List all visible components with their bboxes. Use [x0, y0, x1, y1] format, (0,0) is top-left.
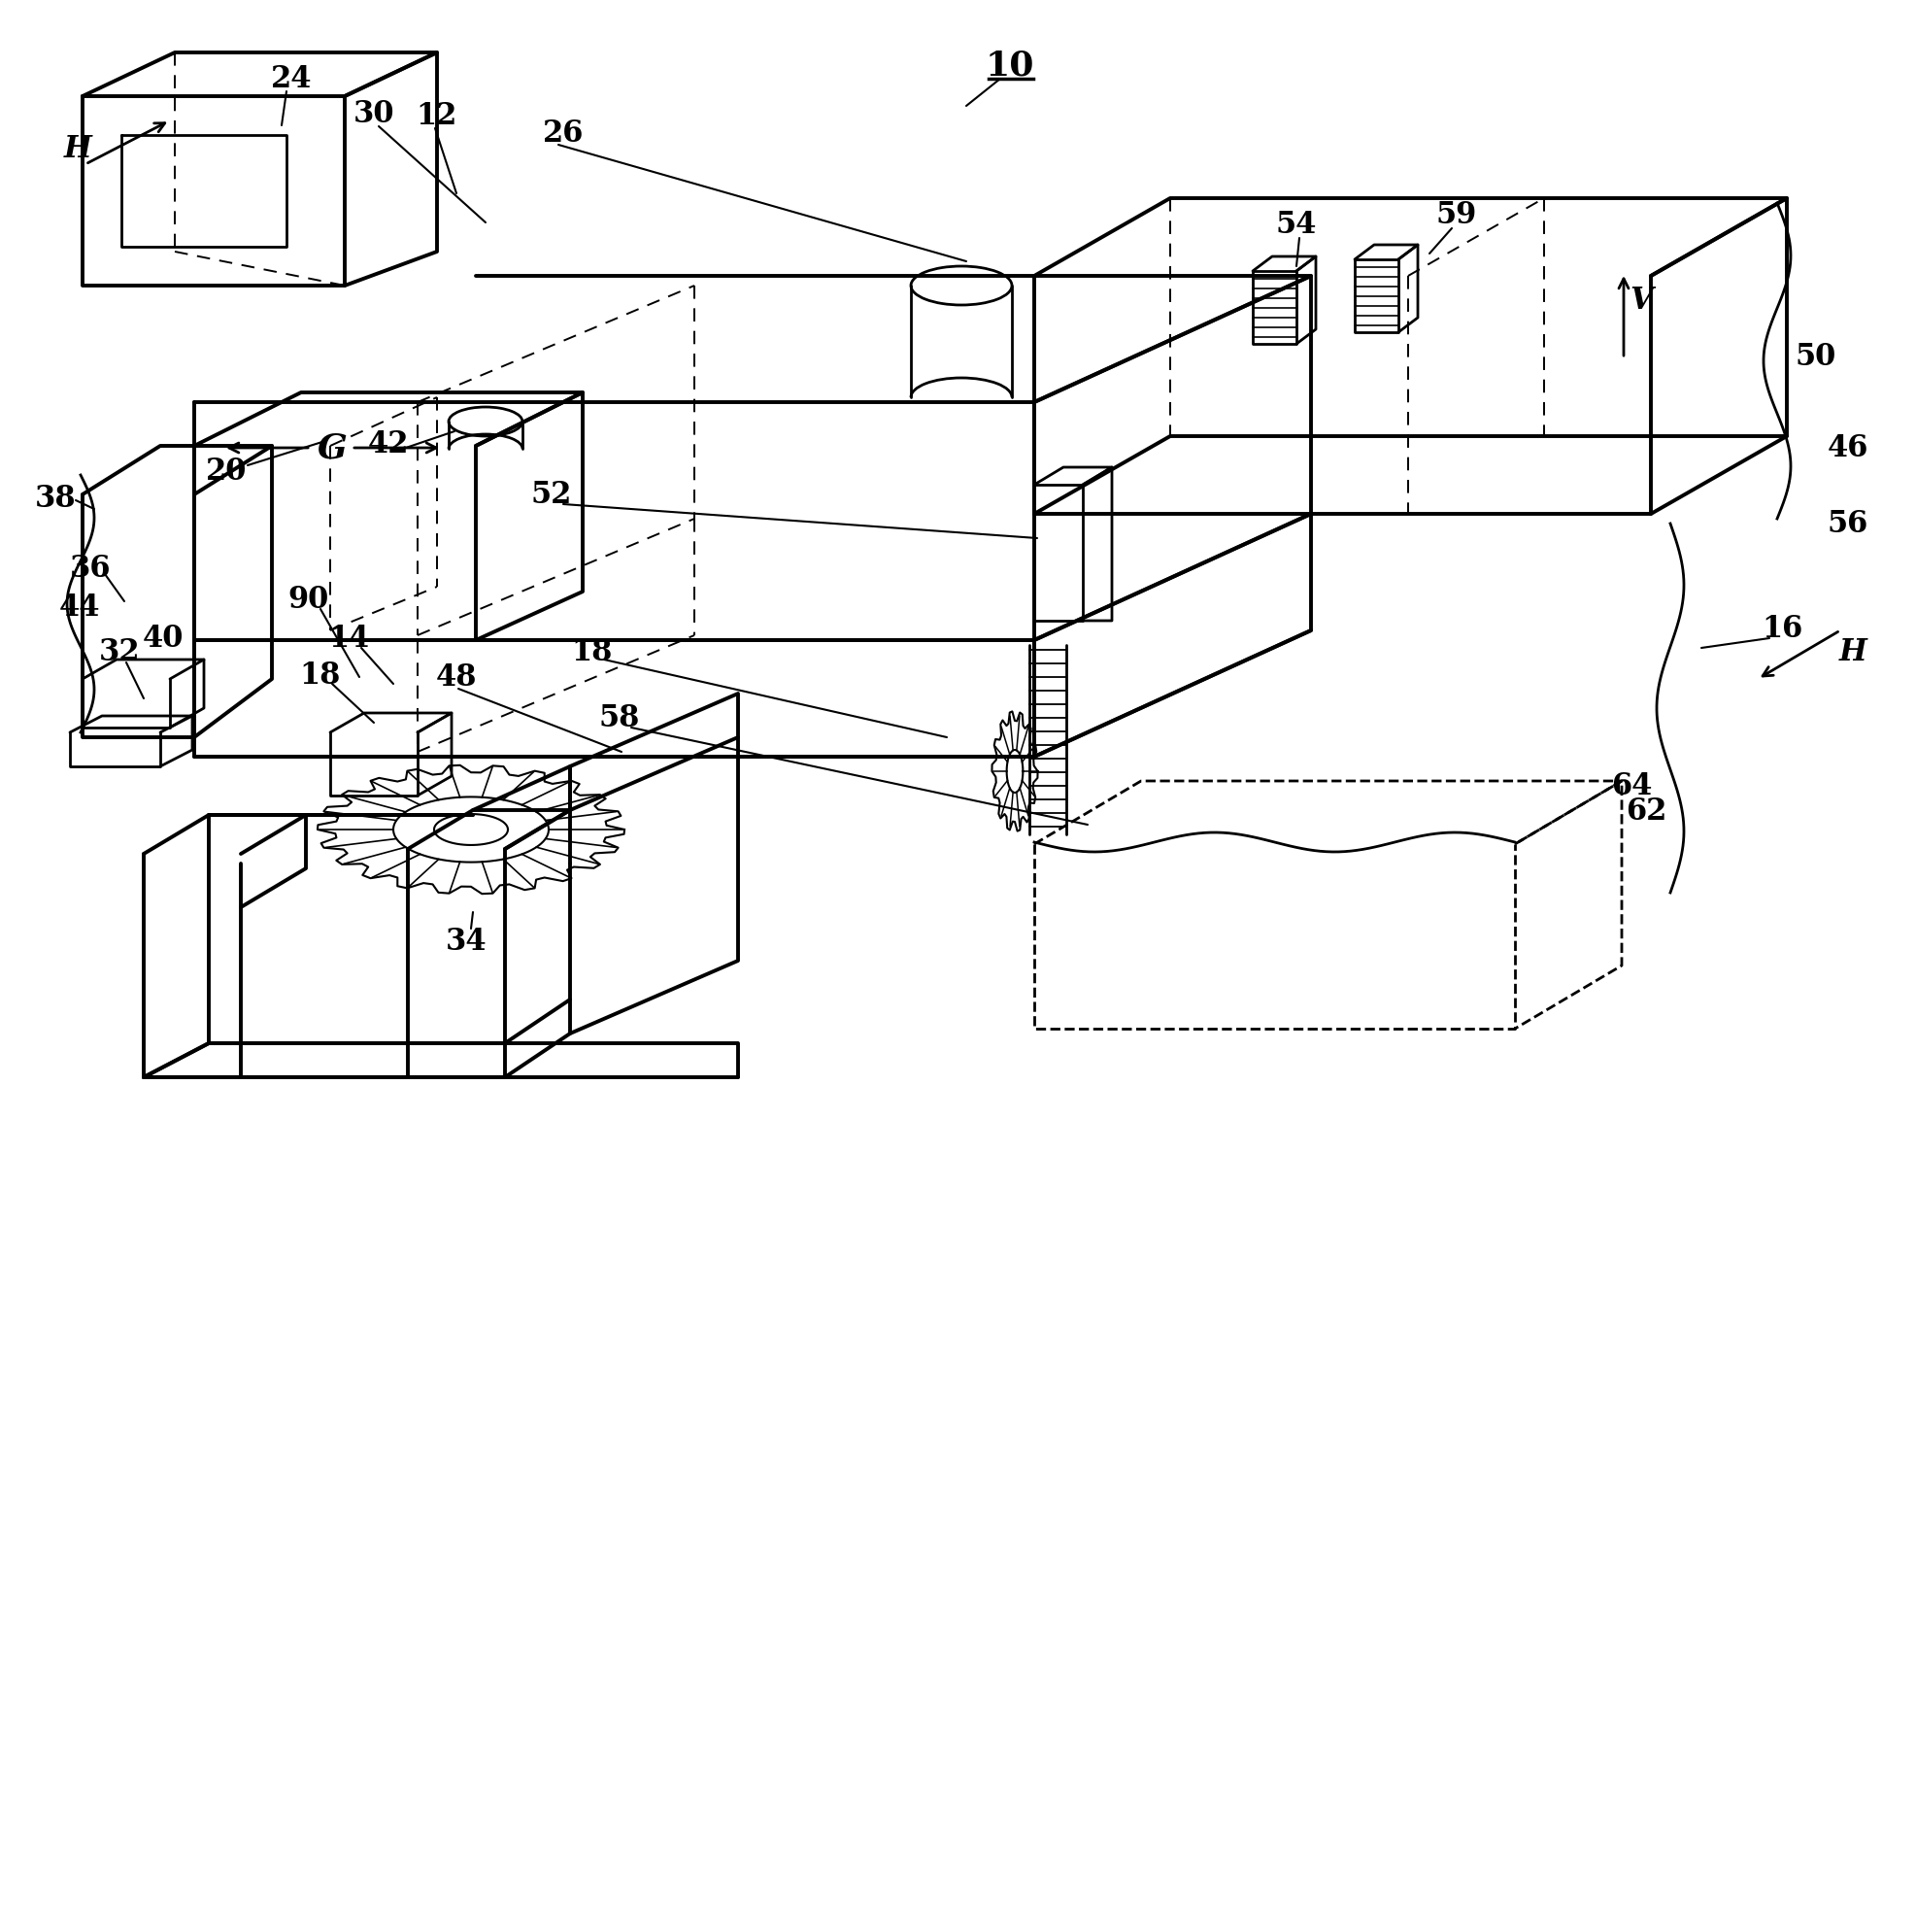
Text: 64: 64: [1609, 771, 1652, 802]
Text: 42: 42: [368, 429, 408, 460]
Text: 32: 32: [100, 638, 140, 667]
Text: 46: 46: [1826, 433, 1868, 464]
Text: 40: 40: [142, 624, 184, 653]
Text: 14: 14: [330, 624, 370, 653]
Text: 24: 24: [270, 64, 312, 95]
Text: 44: 44: [59, 591, 100, 622]
Text: 30: 30: [353, 100, 395, 129]
Text: G: G: [316, 433, 347, 466]
Text: 54: 54: [1276, 211, 1316, 240]
Text: 12: 12: [416, 102, 458, 131]
Text: 10: 10: [985, 50, 1035, 83]
Text: V: V: [1629, 286, 1652, 317]
Text: 50: 50: [1795, 342, 1836, 373]
Text: 26: 26: [542, 120, 584, 149]
Text: 59: 59: [1435, 201, 1477, 230]
Text: 48: 48: [435, 663, 477, 694]
Text: 34: 34: [445, 927, 487, 956]
Text: 16: 16: [1761, 614, 1801, 643]
Text: H: H: [1837, 638, 1866, 667]
Text: 90: 90: [287, 585, 330, 614]
Text: 52: 52: [531, 479, 571, 510]
Text: H: H: [63, 133, 92, 164]
Text: 18: 18: [299, 659, 341, 690]
Text: 56: 56: [1826, 510, 1868, 539]
Text: 62: 62: [1625, 796, 1665, 825]
Text: 38: 38: [34, 483, 77, 514]
Text: 36: 36: [69, 553, 111, 583]
Text: 20: 20: [205, 456, 247, 487]
Text: 58: 58: [598, 703, 640, 734]
Text: 18: 18: [571, 638, 613, 667]
